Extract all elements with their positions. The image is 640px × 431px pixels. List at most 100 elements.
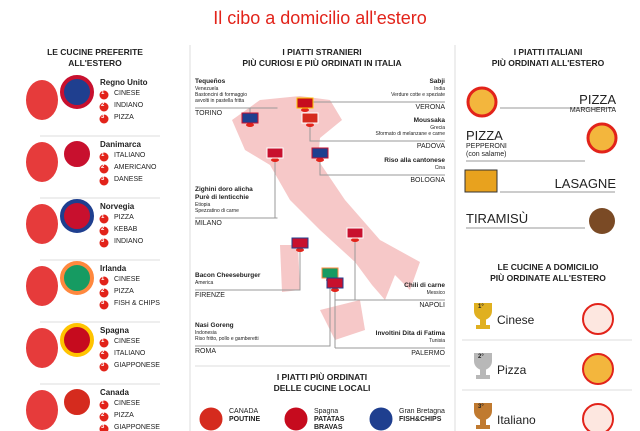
dish-origin: Indonesia [195, 330, 217, 336]
dish-sub: MARGHERITA [569, 107, 616, 114]
rank-marker [99, 288, 109, 298]
dish-origin: Etiopia [195, 202, 211, 208]
flag [326, 277, 344, 289]
city: FIRENZE [195, 292, 225, 299]
cuisine: FISH & CHIPS [114, 300, 160, 307]
heading: PIÙ ORDINATI ALL'ESTERO [491, 58, 605, 68]
rank-number: 2 [101, 288, 105, 294]
rank-marker [99, 350, 109, 360]
cuisine: PIZZA [114, 412, 134, 419]
cuisine: CINESE [114, 276, 141, 283]
heading: LE CUCINE PREFERITE [47, 47, 143, 57]
leader [335, 240, 356, 301]
rank-marker [99, 362, 109, 372]
cuisine: ITALIANO [114, 152, 146, 159]
dish-origin: India [434, 86, 445, 92]
dish-origin: Cina [434, 165, 445, 171]
rank-number: 2 [101, 164, 105, 170]
title: Il cibo a domicilio all'estero [213, 8, 427, 28]
heading: I PIATTI PIÙ ORDINATI [276, 372, 368, 382]
flag [296, 97, 314, 109]
medal: 3° [478, 404, 484, 410]
country-shape [26, 390, 58, 430]
rank-number: 1 [101, 400, 105, 406]
country-shape [26, 80, 58, 120]
dish-icon [464, 169, 498, 193]
flag [281, 404, 311, 431]
cuisine: ITALIANO [114, 350, 146, 357]
rank-marker [99, 238, 109, 248]
dish-desc: Spezzatino di carne [195, 208, 239, 214]
cuisine: CINESE [114, 90, 141, 97]
rank-marker [99, 412, 109, 422]
city: ROMA [195, 348, 216, 355]
local-dish: PATATAS [314, 416, 345, 423]
dish-desc: Riso fritto, pollo e gamberetti [195, 336, 259, 342]
local-dish: POUTINE [229, 416, 261, 423]
dish-origin: America [195, 280, 214, 286]
pin [296, 248, 304, 252]
dish-desc: Bastoncini di formaggio [195, 92, 247, 98]
cuisine-icon [582, 303, 614, 335]
pin [271, 158, 279, 162]
dish-origin: Tunisia [429, 338, 445, 344]
pin [351, 238, 359, 242]
ranking-cuisine: Cinese [497, 313, 535, 327]
leader [309, 125, 335, 142]
dish-icon [466, 86, 498, 118]
dish-name: Nasi Goreng [195, 322, 234, 329]
rank-marker [99, 338, 109, 348]
dish-name: Chili di carne [404, 282, 445, 289]
cuisine: GIAPPONESE [114, 424, 160, 431]
flag [60, 75, 94, 109]
dish-desc: Sformato di melanzane e carne [375, 131, 445, 137]
dish-desc: avvolti in pastella fritta [195, 98, 245, 104]
dish-desc: Verdure cotte e speziate [391, 92, 445, 98]
dish-name: Purè di lenticchie [195, 194, 249, 201]
cuisine: KEBAB [114, 226, 138, 233]
leader [274, 160, 278, 219]
leader [277, 280, 331, 347]
cuisine: DANESE [114, 176, 143, 183]
country-name: Canada [100, 388, 129, 397]
rank-number: 1 [101, 276, 105, 282]
local-country: Spagna [314, 408, 339, 415]
dish-icon [589, 208, 615, 234]
dish-origin: Messico [426, 290, 445, 296]
local-dish: BRAVAS [314, 424, 343, 431]
heading: I PIATTI STRANIERI [282, 47, 362, 57]
medal: 1° [478, 304, 484, 310]
heading: DELLE CUCINE LOCALI [273, 383, 371, 393]
heading: ALL'ESTERO [68, 58, 122, 68]
pin [306, 123, 314, 127]
local-country: CANADA [229, 408, 259, 415]
rank-marker [99, 102, 109, 112]
rank-number: 3 [101, 424, 105, 430]
country-shape [26, 142, 58, 182]
pin [246, 123, 254, 127]
flag [60, 323, 94, 357]
leader [319, 160, 335, 176]
city: BOLOGNA [410, 177, 445, 184]
flag [291, 237, 309, 249]
country-name: Danimarca [100, 140, 141, 149]
heading: I PIATTI ITALIANI [513, 47, 583, 57]
dish-icon [586, 122, 618, 154]
cuisine: INDIANO [114, 238, 144, 245]
flag [241, 112, 259, 124]
local-dish: FISH&CHIPS [399, 416, 442, 423]
flag [60, 199, 94, 233]
flag [346, 227, 364, 239]
rank-number: 3 [101, 176, 105, 182]
flag [311, 147, 329, 159]
dish-name: Bacon Cheeseburger [195, 272, 261, 279]
cuisine-icon [582, 403, 614, 431]
rank-number: 2 [101, 102, 105, 108]
rank-marker [99, 152, 109, 162]
city: TORINO [195, 110, 223, 117]
italian-dish: TIRAMISÙ [466, 211, 529, 226]
dish-origin: Grecia [430, 125, 445, 131]
rank-number: 1 [101, 90, 105, 96]
cuisine: CINESE [114, 338, 141, 345]
rank-number: 1 [101, 152, 105, 158]
